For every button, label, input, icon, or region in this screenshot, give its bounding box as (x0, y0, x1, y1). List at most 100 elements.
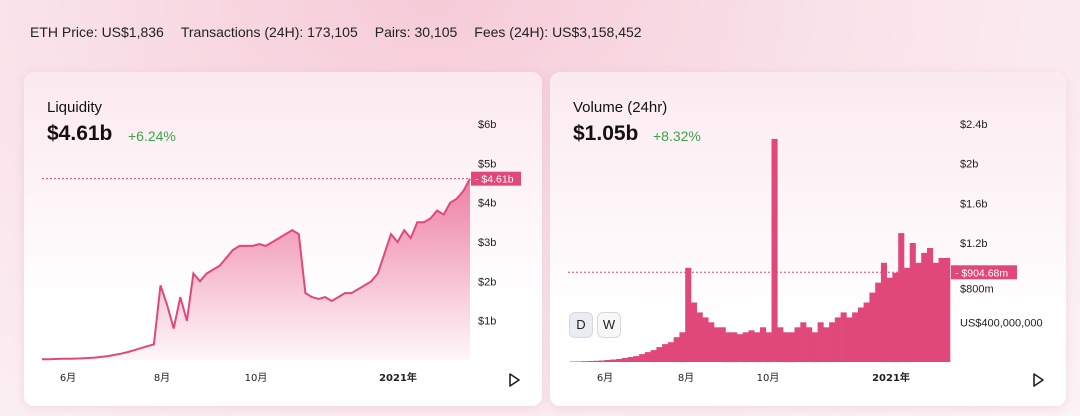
volume-bar (829, 322, 836, 362)
volume-bar (731, 332, 738, 363)
liquidity-change: +6.24% (128, 128, 176, 144)
volume-bar (823, 327, 830, 362)
weekly-toggle-button[interactable]: W (597, 312, 621, 338)
volume-change: +8.32% (653, 128, 701, 144)
volume-bar (915, 262, 922, 362)
volume-bar (639, 354, 646, 362)
fees-24h: Fees (24H): US$3,158,452 (474, 24, 642, 40)
eth-price: ETH Price: US$1,836 (30, 24, 164, 40)
volume-bar (673, 337, 680, 362)
y-tick-label: $800m (960, 284, 994, 296)
volume-bar (598, 360, 605, 362)
volume-bar (650, 350, 657, 362)
volume-bar (869, 292, 876, 362)
y-tick-label: $4b (478, 198, 496, 210)
volume-bar (840, 312, 847, 362)
volume-bar (719, 327, 726, 362)
y-tick-label: $2b (478, 276, 496, 288)
y-tick-label: $1.6b (960, 198, 988, 210)
volume-bar (765, 332, 772, 363)
volume-card: Volume (24hr) $1.05b +8.32% - $904.68m $2… (550, 72, 1066, 406)
current-value-label: - $904.68m (955, 267, 1008, 279)
volume-title: Volume (24hr) (573, 99, 668, 116)
volume-bar (667, 342, 674, 362)
volume-bar (581, 361, 588, 362)
volume-bar (777, 327, 784, 362)
x-tick-label: 6月 (597, 372, 613, 384)
volume-bar (633, 356, 640, 362)
volume-bar (760, 327, 767, 362)
x-tick-label: 8月 (154, 372, 170, 384)
volume-bar (725, 332, 732, 363)
x-tick-label: 2021年 (379, 371, 417, 384)
volume-bar (817, 322, 824, 362)
y-tick-label: $1.2b (960, 238, 988, 250)
volume-bar (610, 359, 617, 362)
y-tick-label: $2.4b (960, 119, 988, 131)
volume-bar (932, 262, 939, 362)
volume-bar (656, 347, 663, 362)
volume-bar (927, 248, 934, 362)
volume-bar (898, 233, 905, 362)
volume-bar (875, 282, 882, 362)
daily-toggle-button[interactable]: D (569, 312, 593, 338)
volume-bar (708, 322, 715, 362)
y-tick-label: $5b (478, 158, 496, 170)
volume-bar (748, 330, 755, 362)
current-value-label: - $4.61b (475, 174, 514, 186)
volume-value: $1.05b (573, 122, 639, 145)
current-value-tag (471, 171, 521, 186)
volume-bar (794, 327, 801, 362)
volume-bar (921, 252, 928, 362)
volume-bar (713, 327, 720, 362)
volume-bar (685, 267, 692, 362)
volume-bar (593, 360, 600, 362)
volume-bar (627, 357, 634, 362)
liquidity-area (42, 178, 470, 360)
volume-bar (644, 352, 651, 362)
y-tick-label: $3b (478, 237, 496, 249)
x-tick-label: 2021年 (872, 371, 910, 384)
volume-bar (662, 344, 669, 362)
volume-bar (834, 317, 841, 362)
volume-bar (679, 332, 686, 363)
volume-bar (771, 138, 778, 362)
current-value-tag (951, 265, 1017, 280)
volume-chart[interactable]: - $904.68m $2.4b $2b $1.6b $1.2b $800m US$400,… (550, 72, 1066, 406)
volume-bar (702, 317, 709, 362)
volume-bar (886, 277, 893, 362)
x-tick-label: 10月 (757, 372, 780, 384)
volume-bar (938, 257, 945, 362)
play-icon[interactable] (1030, 372, 1046, 388)
volume-bar (944, 257, 951, 362)
volume-bar (754, 332, 761, 363)
volume-bar (742, 332, 749, 363)
stats-bar: ETH Price: US$1,836 Transactions (24H): … (30, 24, 642, 40)
y-tick-label: $1b (478, 316, 496, 328)
play-icon[interactable] (506, 372, 522, 388)
volume-bar (788, 332, 795, 363)
volume-bar (892, 272, 899, 363)
volume-bar (696, 312, 703, 362)
volume-bar (852, 312, 859, 362)
volume-bar (863, 302, 870, 362)
volume-bar (811, 332, 818, 363)
volume-bar (690, 302, 697, 362)
volume-bar (587, 361, 594, 362)
transactions-24h: Transactions (24H): 173,105 (180, 24, 358, 40)
liquidity-line (42, 178, 471, 361)
volume-bar (604, 360, 611, 362)
liquidity-title: Liquidity (47, 99, 103, 116)
volume-bar (846, 317, 853, 362)
volume-bar (616, 359, 623, 362)
x-tick-label: 10月 (245, 372, 268, 384)
volume-bar (800, 322, 807, 362)
volume-bar (570, 361, 577, 362)
volume-bar (737, 334, 744, 362)
volume-bar (909, 243, 916, 362)
volume-bar (857, 307, 864, 362)
volume-bar (880, 262, 887, 362)
liquidity-chart[interactable]: - $4.61b $6b $5b $4b $3b $2b $1b 6月 8月 10月 2021年 (24, 72, 542, 406)
volume-bar (621, 358, 628, 362)
volume-bar (903, 267, 910, 362)
